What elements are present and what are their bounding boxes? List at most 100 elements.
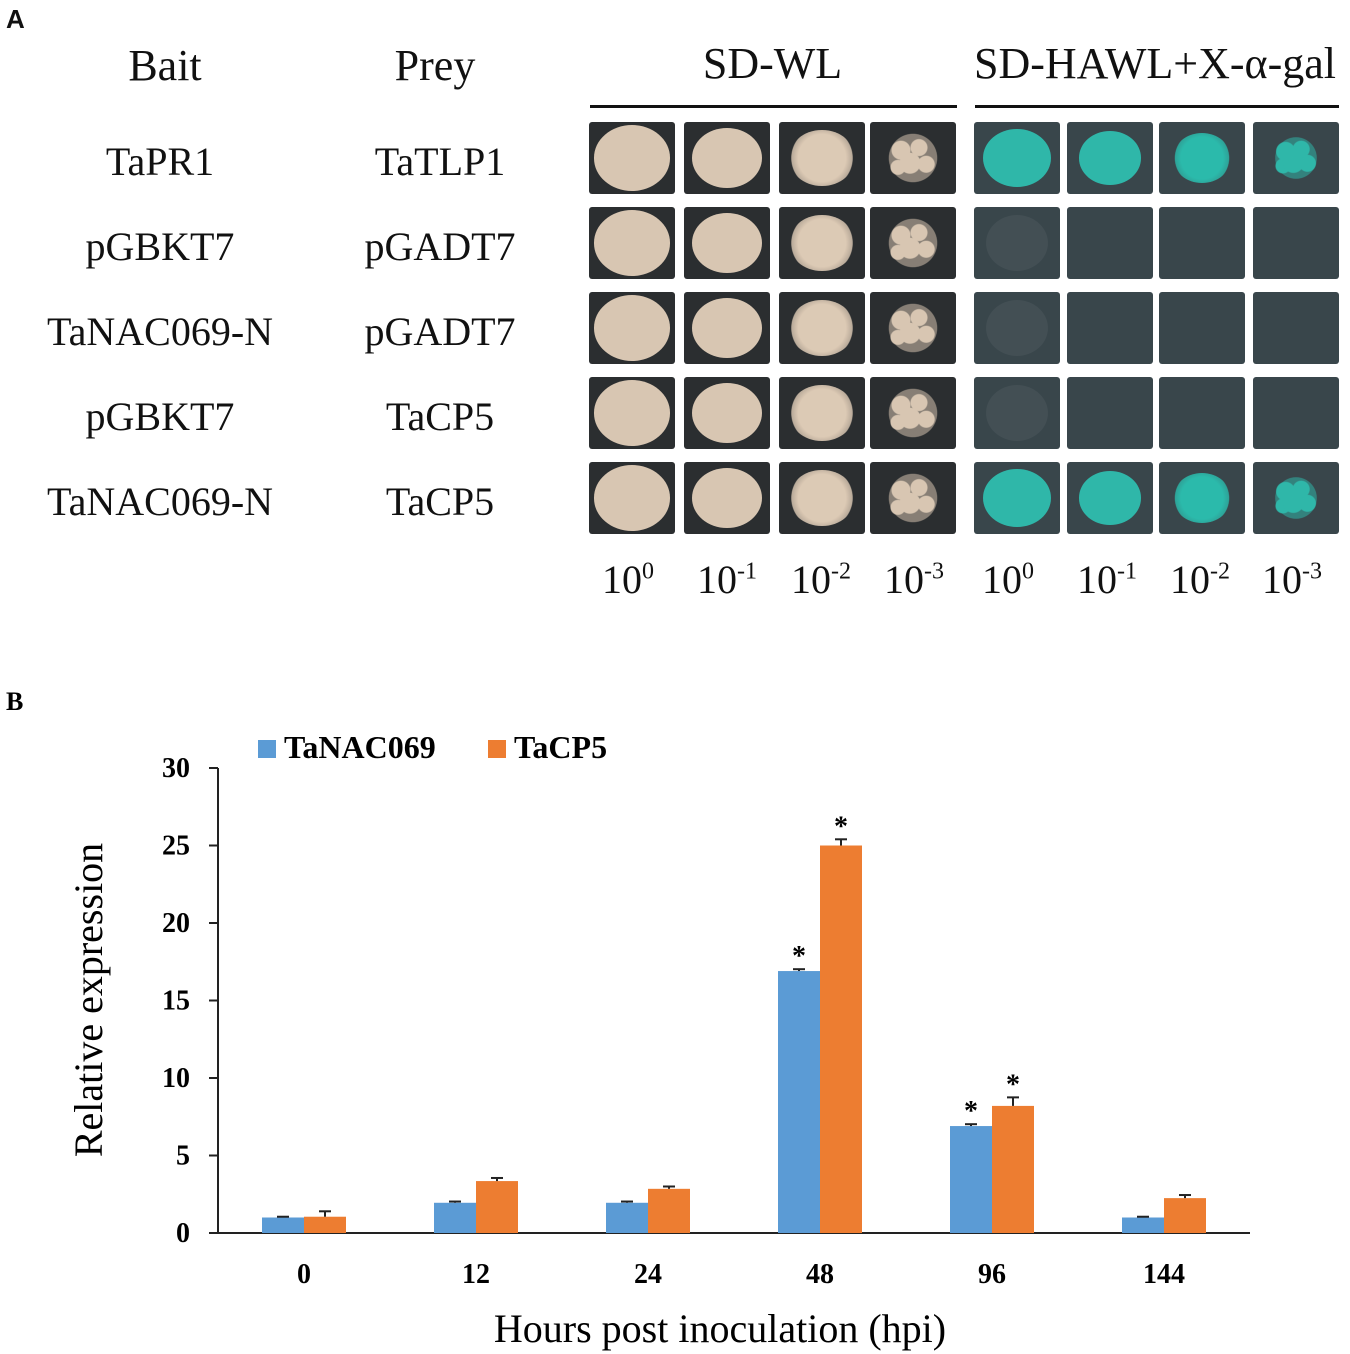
- wl-plate-spot: [589, 377, 675, 449]
- dilution-label: 10-2: [1170, 557, 1230, 602]
- dilution-label: 100: [982, 557, 1034, 602]
- panel-a-label: A: [6, 4, 25, 34]
- wl-plate-spot: [589, 292, 675, 364]
- dilution-label: 10-1: [697, 557, 757, 602]
- colony: [789, 384, 855, 442]
- colony: [883, 217, 943, 269]
- hawl-plate-spot: [1067, 462, 1153, 534]
- faint-spot: [1265, 300, 1327, 356]
- wl-plate-spot: [870, 207, 956, 279]
- bait-label: pGBKT7: [85, 394, 235, 439]
- blue-colony: [1270, 475, 1322, 521]
- hawl-plate-spot: [1159, 207, 1245, 279]
- hawl-plate-spot: [974, 207, 1060, 279]
- bar-tanac069: [778, 971, 820, 1233]
- blue-colony: [1173, 133, 1231, 183]
- hawl-plate-spot: [974, 377, 1060, 449]
- y-tick-label: 10: [162, 1063, 190, 1094]
- prey-header: Prey: [394, 41, 476, 90]
- wl-plate-spot: [684, 207, 770, 279]
- prey-label: TaTLP1: [374, 139, 506, 184]
- significance-marker: *: [1006, 1069, 1020, 1100]
- bar-tanac069: [606, 1202, 648, 1233]
- colony: [692, 212, 762, 274]
- faint-spot: [1079, 300, 1141, 356]
- medium-hawl-rule: [975, 105, 1339, 108]
- wl-plate-spot: [870, 122, 956, 194]
- relative-expression-chart: B 0 5 10 15 20 25 30 0 12 24 48 * * 96 * * 144 Hours post …: [6, 690, 1250, 1351]
- x-axis-title: Hours post inoculation (hpi): [494, 1306, 946, 1351]
- prey-label: TaCP5: [385, 394, 495, 439]
- colony: [692, 297, 762, 359]
- wl-plate-spot: [870, 377, 956, 449]
- y-axis-title: Relative expression: [66, 843, 111, 1157]
- wl-plate-spot: [684, 462, 770, 534]
- hawl-plate-spot: [1159, 122, 1245, 194]
- dilution-label: 10-3: [884, 557, 944, 602]
- wl-plate-spot: [589, 462, 675, 534]
- faint-spot: [986, 215, 1048, 271]
- colony: [594, 295, 670, 361]
- blue-colony: [1079, 471, 1141, 525]
- hawl-plate-spot: [1253, 377, 1339, 449]
- x-tick-label: 12: [462, 1259, 490, 1290]
- faint-spot: [1171, 300, 1233, 356]
- blue-colony: [983, 128, 1051, 188]
- blue-colony: [983, 468, 1051, 528]
- hawl-plate-spot: [974, 122, 1060, 194]
- wl-plate-spot: [870, 462, 956, 534]
- bar-tacp5: [992, 1105, 1034, 1233]
- prey-label: pGADT7: [364, 309, 516, 354]
- y-tick-label: 15: [162, 986, 190, 1017]
- colony: [594, 125, 670, 191]
- legend-swatch-tacp5: [488, 740, 506, 758]
- bait-label: TaNAC069-N: [46, 479, 274, 524]
- hawl-plate-spot: [1067, 292, 1153, 364]
- colony: [789, 469, 855, 527]
- bait-header: Bait: [128, 41, 202, 90]
- bar-tacp5: [820, 845, 862, 1233]
- wl-plate-spot: [779, 292, 865, 364]
- dilution-label: 100: [602, 557, 654, 602]
- wl-plate-spot: [684, 292, 770, 364]
- wl-plate-spot: [870, 292, 956, 364]
- bar-tacp5: [1164, 1198, 1206, 1233]
- hawl-plate-spot: [1253, 207, 1339, 279]
- y-tick-label: 0: [176, 1218, 190, 1249]
- x-tick-label: 0: [297, 1259, 311, 1290]
- x-tick-label: 24: [634, 1259, 662, 1290]
- wl-plate-spot: [779, 207, 865, 279]
- prey-label: pGADT7: [364, 224, 516, 269]
- hawl-plate-spot: [1253, 292, 1339, 364]
- legend-label-tacp5: TaCP5: [514, 729, 607, 765]
- hawl-plate-spot: [1253, 462, 1339, 534]
- hawl-plate-spot: [1159, 377, 1245, 449]
- faint-spot: [1171, 385, 1233, 441]
- medium-wl-header: SD-WL: [702, 39, 843, 88]
- colony: [594, 380, 670, 446]
- significance-marker: *: [834, 811, 848, 842]
- faint-spot: [1171, 215, 1233, 271]
- dilution-label: 10-2: [791, 557, 851, 602]
- panel-b-label: B: [6, 690, 23, 716]
- significance-marker: *: [792, 941, 806, 972]
- bar-tanac069: [950, 1126, 992, 1233]
- wl-plate-spot: [779, 462, 865, 534]
- wl-plate-spot: [684, 377, 770, 449]
- medium-hawl-header: SD-HAWL+X-α-gal: [973, 39, 1337, 88]
- colony: [883, 472, 943, 524]
- colony: [692, 467, 762, 529]
- faint-spot: [1265, 385, 1327, 441]
- bar-tacp5: [648, 1188, 690, 1233]
- blue-colony: [1079, 131, 1141, 185]
- bar-tacp5: [476, 1181, 518, 1233]
- bar-tacp5: [304, 1216, 346, 1233]
- wl-plate-spot: [589, 122, 675, 194]
- x-tick-label: 144: [1143, 1259, 1185, 1290]
- bait-label: TaPR1: [105, 139, 215, 184]
- colony: [594, 465, 670, 531]
- dilution-label: 10-3: [1262, 557, 1322, 602]
- hawl-plate-spot: [1067, 207, 1153, 279]
- bar-tanac069: [434, 1202, 476, 1233]
- wl-plate-spot: [779, 377, 865, 449]
